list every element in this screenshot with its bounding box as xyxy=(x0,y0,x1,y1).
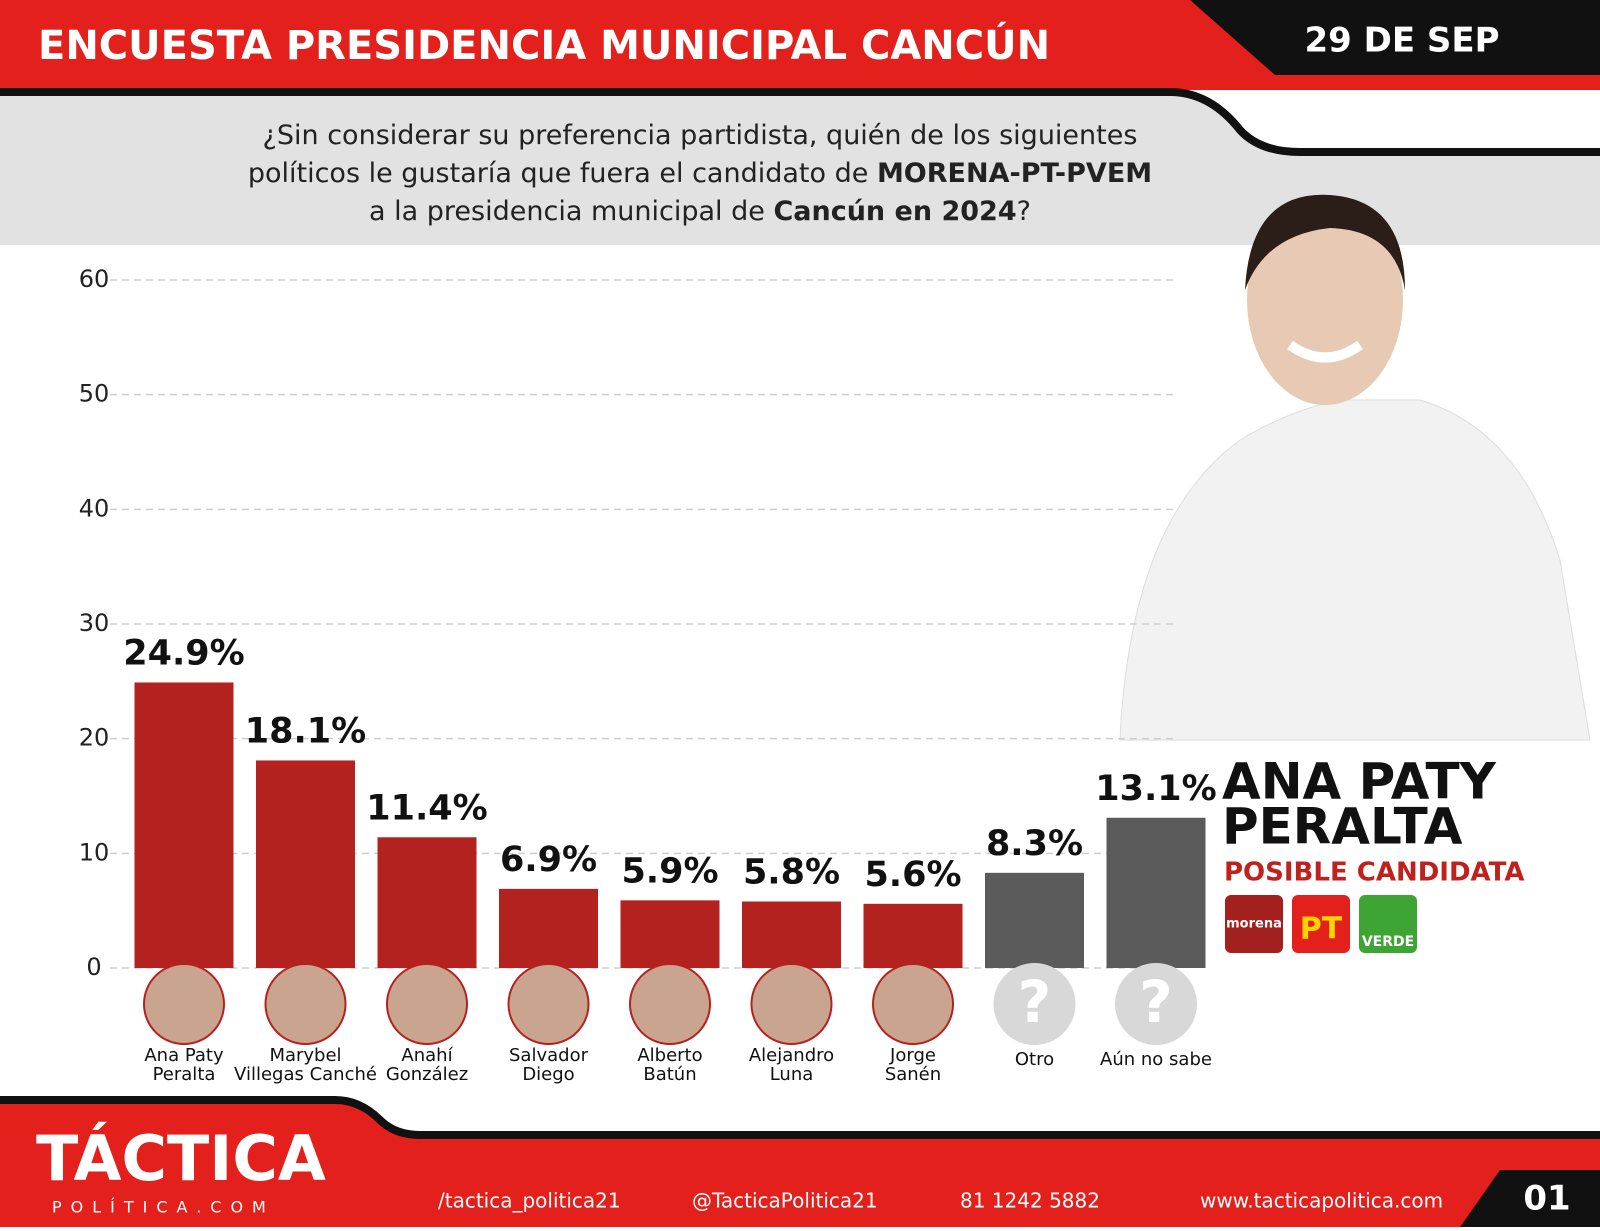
value-label: 5.8% xyxy=(743,852,840,892)
question-line: políticos le gustaría que fuera el candi… xyxy=(248,158,1152,189)
y-tick-label: 60 xyxy=(79,265,110,293)
footer-band xyxy=(0,1100,1600,1227)
candidate-photo xyxy=(264,963,347,1045)
x-tick-label: Aún no sabe xyxy=(1100,1049,1212,1070)
party-logo xyxy=(1359,895,1417,953)
question-bold: MORENA-PT-PVEM xyxy=(877,158,1152,189)
question-bold: Cancún en 2024 xyxy=(773,196,1016,227)
x-tick-label: Alejandro xyxy=(749,1045,834,1066)
y-tick-label: 20 xyxy=(79,724,110,752)
x-tick-label: Anahí xyxy=(401,1045,453,1066)
question-text: ? xyxy=(1017,196,1031,227)
x-tick-label: Batún xyxy=(643,1064,696,1085)
bar xyxy=(499,888,598,968)
value-label: 6.9% xyxy=(500,840,597,880)
x-tick-label: Salvador xyxy=(509,1045,589,1066)
facebook: /tactica_politica21 xyxy=(438,1189,621,1213)
bar xyxy=(256,760,355,968)
date: 29 DE SEP xyxy=(1304,21,1499,61)
value-label: 24.9% xyxy=(123,633,244,673)
candidate-photo xyxy=(993,963,1076,1045)
x-tick-label: Villegas Canché xyxy=(234,1064,377,1085)
value-label: 5.6% xyxy=(864,855,961,895)
x-tick-label: Diego xyxy=(522,1064,574,1085)
party-label: morena xyxy=(1226,917,1282,932)
question-line: a la presidencia municipal de Cancún en … xyxy=(369,196,1031,227)
candidate-photo xyxy=(1115,963,1197,1045)
bar xyxy=(742,901,841,968)
x-tick-label: Otro xyxy=(1015,1049,1054,1070)
question-text: ¿Sin considerar su preferencia partidist… xyxy=(263,120,1138,151)
page-number: 01 xyxy=(1523,1179,1570,1219)
y-tick-label: 10 xyxy=(79,838,110,866)
bar xyxy=(985,872,1084,968)
value-label: 13.1% xyxy=(1095,769,1216,809)
candidate-photo xyxy=(1119,194,1591,741)
candidate-name: ANA PATY xyxy=(1222,753,1497,811)
candidate-subtitle: POSIBLE CANDIDATA xyxy=(1224,858,1525,888)
question-text: políticos le gustaría que fuera el candi… xyxy=(248,158,877,189)
party-label: VERDE xyxy=(1362,934,1414,950)
page-box xyxy=(1460,1170,1600,1227)
candidate-photo xyxy=(507,963,590,1045)
instagram: @TacticaPolitica21 xyxy=(692,1189,878,1213)
candidate-name: PERALTA xyxy=(1222,798,1463,856)
y-tick-label: 30 xyxy=(79,609,110,637)
footer-links: /tactica_politica21 @TacticaPolitica21 8… xyxy=(438,1189,1443,1213)
x-tick-label: Sanén xyxy=(885,1064,941,1085)
x-tick-label: Luna xyxy=(770,1064,814,1085)
value-label: 18.1% xyxy=(245,711,366,751)
candidate-photo xyxy=(750,963,833,1045)
date-box xyxy=(1190,0,1600,75)
website: www.tacticapolitica.com xyxy=(1200,1189,1443,1213)
question-band xyxy=(0,92,1600,245)
value-label: 5.9% xyxy=(621,851,718,891)
phone: 81 1242 5882 xyxy=(960,1189,1100,1213)
party-logo xyxy=(1225,895,1283,953)
footer-logo: TÁCTICA xyxy=(36,1122,326,1195)
bar xyxy=(863,903,963,968)
candidate-photo xyxy=(629,963,711,1045)
x-tick-label: Marybel xyxy=(269,1045,341,1066)
party-label: PT xyxy=(1300,912,1343,947)
question-text: a la presidencia municipal de xyxy=(369,196,773,227)
candidate-photo xyxy=(872,963,954,1045)
footer-rule xyxy=(0,1096,1600,1139)
bar xyxy=(134,682,234,968)
value-label: 11.4% xyxy=(366,788,487,828)
question: ¿Sin considerar su preferencia partidist… xyxy=(248,120,1152,227)
y-tick-label: 40 xyxy=(79,494,110,522)
x-tick-label: Alberto xyxy=(637,1045,702,1066)
question-line: ¿Sin considerar su preferencia partidist… xyxy=(263,120,1138,151)
bar xyxy=(377,837,477,968)
unknown-icon: ? xyxy=(1139,968,1173,1036)
x-tick-label: Jorge xyxy=(889,1045,936,1066)
bar xyxy=(1106,817,1206,968)
x-tick-label: Peralta xyxy=(153,1064,216,1085)
party-logo xyxy=(1292,895,1350,953)
candidate-photo xyxy=(143,963,225,1045)
y-tick-label: 0 xyxy=(86,953,101,981)
y-tick-label: 50 xyxy=(79,380,110,408)
unknown-icon: ? xyxy=(1018,968,1052,1036)
footer-logo-sub: POLÍTICA.COM xyxy=(52,1198,275,1217)
x-tick-label: Ana Paty xyxy=(144,1045,224,1066)
candidate-photo xyxy=(386,963,468,1045)
bar xyxy=(620,900,720,968)
value-label: 8.3% xyxy=(986,824,1083,864)
title: ENCUESTA PRESIDENCIA MUNICIPAL CANCÚN xyxy=(38,21,1050,69)
header-rule xyxy=(0,88,1600,156)
x-tick-label: González xyxy=(386,1064,468,1085)
